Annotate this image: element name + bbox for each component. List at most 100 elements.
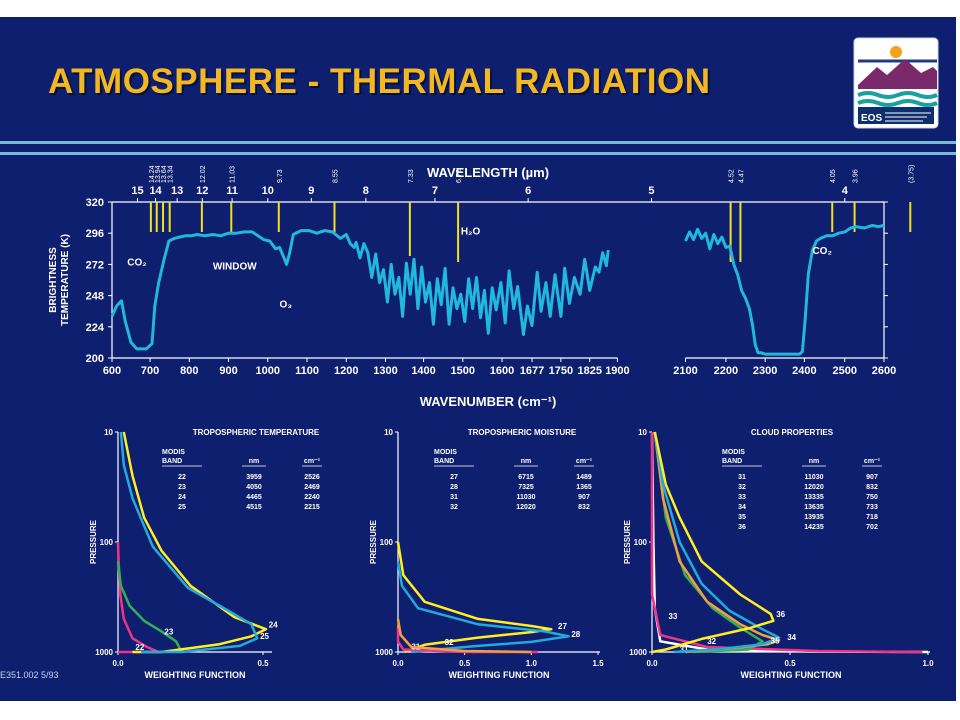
table-cell-nm: 4515 — [246, 504, 262, 511]
table-cell-nm: 14235 — [804, 524, 824, 531]
page-title: ATMOSPHERE - THERMAL RADIATION — [48, 62, 711, 101]
panel-axes — [651, 432, 930, 653]
band-marker-label: 6.72 — [456, 169, 463, 183]
wavelength-tick-label: 8 — [363, 185, 369, 197]
table-cell-band: 28 — [450, 484, 458, 491]
band-marker-label: 8.55 — [332, 169, 339, 183]
x-tick-label: 0.0 — [646, 659, 658, 668]
y-tick-label: 272 — [86, 259, 104, 271]
chart-annotation: O₃ — [280, 299, 293, 310]
table-cell-cm: 718 — [866, 514, 878, 521]
y-axis-title: PRESSURE — [89, 519, 98, 564]
curve-label: 31 — [680, 645, 689, 654]
weighting-curve — [650, 432, 923, 654]
curve-label: 35 — [771, 637, 780, 646]
table-header-band-1: MODIS — [434, 449, 457, 456]
table-cell-band: 25 — [178, 504, 186, 511]
band-marker-label: 11.03 — [229, 166, 236, 183]
x-tick-label: 600 — [103, 365, 121, 377]
table-header-band-2: BAND — [162, 458, 182, 465]
curve-label: 27 — [558, 622, 567, 631]
divider-line — [0, 152, 956, 155]
table-cell-cm: 832 — [866, 484, 878, 491]
top-axis-title: WAVELENGTH (µm) — [427, 165, 549, 180]
weighting-curve — [396, 561, 570, 654]
y-tick-label: 1000 — [629, 648, 647, 657]
wavelength-tick-label: 9 — [308, 185, 314, 197]
band-marker-label: 14.24 — [149, 165, 156, 183]
x-tick-label: 0.5 — [784, 659, 796, 668]
wavelength-tick-label: 12 — [196, 185, 208, 197]
table-cell-cm: 702 — [866, 524, 878, 531]
table-header-nm: nm — [521, 458, 532, 465]
curve-label: 23 — [164, 627, 173, 636]
y-axis-title-line-1: BRIGHTNESS — [48, 247, 59, 313]
wavelength-tick-label: 4 — [842, 185, 849, 197]
x-tick-label: 1600 — [490, 365, 514, 377]
x-tick-label: 1000 — [256, 365, 280, 377]
weighting-curve — [650, 431, 929, 654]
table-cell-cm: 750 — [866, 494, 878, 501]
table-cell-band: 24 — [178, 494, 186, 501]
weighting-curve — [651, 431, 775, 654]
panel-title: CLOUD PROPERTIES — [751, 428, 834, 437]
wavelength-tick-label: 10 — [262, 185, 274, 197]
x-tick-label: 1825 — [577, 365, 601, 377]
y-tick-label: 200 — [86, 353, 104, 365]
footnote: E351.002 5/93 — [0, 670, 59, 680]
panel-axes — [397, 432, 600, 653]
table-header-nm: nm — [249, 458, 260, 465]
chart-annotation: WINDOW — [213, 262, 257, 273]
x-tick-label: 0.0 — [112, 659, 124, 668]
weighting-curve — [653, 431, 764, 654]
table-cell-nm: 4050 — [246, 484, 262, 491]
x-tick-label: 1200 — [334, 365, 358, 377]
table-header-nm: nm — [809, 458, 820, 465]
band-marker-label: (3.75) — [908, 165, 915, 183]
x-tick-label: 2500 — [833, 365, 857, 377]
weighting-curve — [116, 541, 160, 654]
table-cell-nm: 7325 — [518, 484, 534, 491]
cloud-properties-panel: 10 100 1000 0.0 0.5 1.0 CLOUD PROPERTIES WEIGHT… — [623, 428, 934, 680]
table-cell-nm: 11030 — [516, 494, 535, 501]
table-cell-cm: 832 — [578, 504, 590, 511]
table-cell-nm: 3959 — [246, 474, 262, 481]
y-tick-label: 10 — [638, 428, 647, 437]
x-tick-label: 2100 — [673, 365, 697, 377]
y-axis-title: PRESSURE — [623, 519, 632, 564]
y-tick-label: 1000 — [95, 648, 113, 657]
curve-label: 33 — [669, 612, 678, 621]
table-cell-cm: 2526 — [304, 474, 320, 481]
x-axis-title: WEIGHTING FUNCTION — [741, 670, 842, 680]
table-cell-band: 34 — [738, 504, 746, 511]
weighting-curve — [116, 561, 183, 653]
wavelength-tick-label: 7 — [432, 185, 438, 197]
curve-label: 34 — [787, 633, 796, 642]
x-tick-label: 1.0 — [922, 659, 934, 668]
y-tick-label: 10 — [104, 428, 113, 437]
panel-title: TROPOSPHERIC TEMPERATURE — [193, 428, 320, 437]
table-cell-nm: 4465 — [246, 494, 262, 501]
table-cell-cm: 1489 — [576, 474, 592, 481]
y-tick-label: 1000 — [375, 648, 393, 657]
panel-title: TROPOSPHERIC MOISTURE — [468, 428, 577, 437]
table-cell-band: 35 — [738, 514, 746, 521]
tropospheric-temperature-panel: 10 100 1000 0.0 0.5 TROPOSPHERIC TEMPERATURE W… — [89, 428, 322, 680]
chart-annotation: CO₂ — [812, 246, 831, 257]
table-header-cm: cm⁻¹ — [304, 458, 321, 465]
y-tick-label: 320 — [86, 197, 104, 209]
eos-logo: EOS — [853, 37, 939, 129]
y-tick-label: 100 — [100, 538, 114, 547]
x-axis-right — [112, 201, 885, 359]
x-tick-label: 800 — [180, 365, 198, 377]
curve-label: 28 — [571, 630, 580, 639]
table-header-band-1: MODIS — [162, 449, 185, 456]
table-header-cm: cm⁻¹ — [864, 458, 881, 465]
band-marker-label: 13.64 — [161, 165, 168, 183]
x-tick-label: 0.5 — [257, 659, 269, 668]
band-marker-label: 4.05 — [830, 169, 837, 183]
table-cell-cm: 2240 — [304, 494, 320, 501]
x-tick-label: 1400 — [411, 365, 435, 377]
table-cell-band: 23 — [178, 484, 186, 491]
x-tick-label: 1500 — [451, 365, 475, 377]
